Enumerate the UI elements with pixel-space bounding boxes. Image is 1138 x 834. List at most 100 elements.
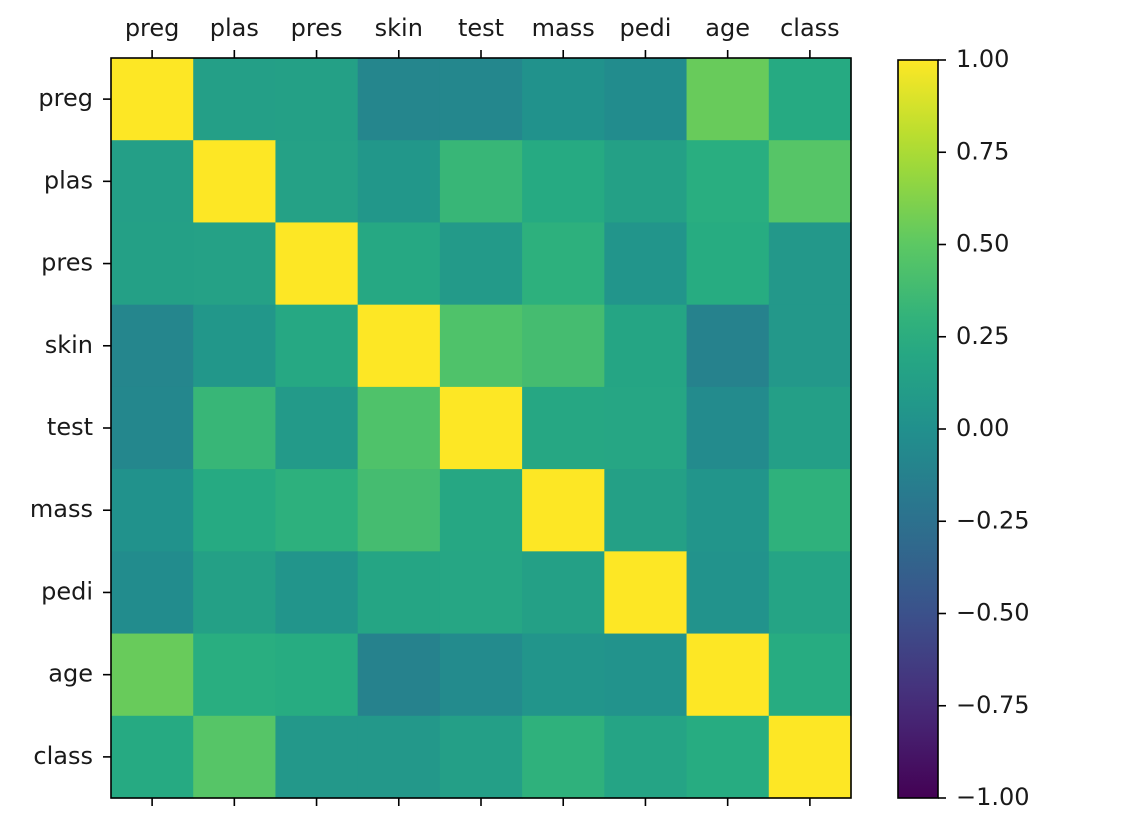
heatmap-cell-plas-class [768,140,852,224]
heatmap-cell-pedi-age [686,551,770,635]
heatmap-cell-class-plas [193,715,277,799]
heatmap-cell-plas-pedi [604,140,688,224]
heatmap-cell-class-class [768,715,852,799]
heatmap-cell-age-plas [193,633,277,717]
heatmap-cell-preg-test [439,58,523,141]
heatmap-cell-plas-pres [275,140,359,224]
heatmap-cell-mass-test [439,469,523,552]
colorbar-tick-label: 1.00 [956,45,1009,73]
x-axis-ticks: preg plas pres skin test mass pedi age class [125,14,840,806]
heatmap-cell-mass-pres [275,469,359,552]
heatmap-cell-pres-mass [522,222,605,306]
colorbar-tick-label: 0.25 [956,322,1009,350]
heatmap-cell-age-mass [522,633,605,717]
heatmap-cell-preg-mass [522,58,605,141]
heatmap-cell-mass-skin [357,469,441,552]
heatmap-cell-test-mass [522,386,605,470]
y-tick-label: age [48,660,93,688]
x-tick-label: pedi [619,14,671,42]
heatmap-cell-preg-pedi [604,58,688,141]
heatmap-cell-test-pedi [604,386,688,470]
heatmap-cell-plas-preg [111,140,194,224]
y-tick-label: pres [41,249,93,277]
heatmap-cell-preg-preg [111,58,194,141]
heatmap-cell-mass-mass [522,469,605,552]
heatmap-cell-skin-pedi [604,304,688,388]
heatmap-cell-pedi-plas [193,551,277,635]
heatmap-cell-mass-plas [193,469,277,552]
heatmap-cell-skin-pres [275,304,359,388]
y-tick-label: mass [30,495,93,523]
heatmap-cell-age-pedi [604,633,688,717]
heatmap-cell-pedi-test [439,551,523,635]
y-tick-label: skin [45,331,93,359]
heatmap-cell-skin-mass [522,304,605,388]
x-tick-label: plas [210,14,259,42]
heatmap-cell-skin-plas [193,304,277,388]
colorbar-tick-label: −1.00 [956,783,1030,811]
heatmap-cell-age-pres [275,633,359,717]
heatmap-cell-class-mass [522,715,605,799]
heatmap-cell-skin-skin [357,304,441,388]
heatmap-cell-test-preg [111,386,194,470]
y-axis-ticks: preg plas pres skin test mass pedi age class [30,84,111,770]
heatmap-cell-test-age [686,386,770,470]
heatmap-cell-plas-age [686,140,770,224]
heatmap-cell-pres-class [768,222,852,306]
heatmap-cell-plas-skin [357,140,441,224]
heatmap-cell-preg-plas [193,58,277,141]
x-tick-label: pres [291,14,343,42]
heatmap-cell-test-skin [357,386,441,470]
heatmap-cell-skin-preg [111,304,194,388]
heatmap-cell-pres-age [686,222,770,306]
colorbar-tick-label: 0.75 [956,137,1009,165]
heatmap-cell-age-test [439,633,523,717]
heatmap-cell-preg-class [768,58,852,141]
colorbar-ticks: 1.00 0.75 0.50 0.25 0.00 −0.25 −0.50 −0.75 −1.00 [938,45,1030,811]
heatmap-cell-class-pres [275,715,359,799]
heatmap-cell-plas-test [439,140,523,224]
heatmap-cell-pres-preg [111,222,194,306]
heatmap-cell-class-pedi [604,715,688,799]
x-tick-label: preg [125,14,180,42]
heatmap-cell-skin-test [439,304,523,388]
heatmap-cell-age-age [686,633,770,717]
y-tick-label: test [47,413,93,441]
heatmap-cell-age-skin [357,633,441,717]
y-tick-label: preg [38,84,93,112]
y-tick-label: plas [44,166,93,194]
heatmap-cell-pedi-pedi [604,551,688,635]
x-tick-label: mass [532,14,595,42]
heatmap-cell-mass-age [686,469,770,552]
heatmap-cell-age-preg [111,633,194,717]
heatmap-cell-skin-age [686,304,770,388]
x-tick-label: age [705,14,750,42]
heatmap-cell-pres-test [439,222,523,306]
heatmap-cells [111,58,852,799]
x-tick-label: test [458,14,504,42]
y-tick-label: class [33,742,93,770]
heatmap-cell-class-test [439,715,523,799]
colorbar [898,60,938,798]
heatmap-cell-preg-age [686,58,770,141]
heatmap-cell-preg-skin [357,58,441,141]
colorbar-tick-label: −0.75 [956,691,1030,719]
heatmap-cell-pres-pedi [604,222,688,306]
heatmap-cell-class-age [686,715,770,799]
colorbar-tick-label: 0.00 [956,414,1009,442]
heatmap-cell-pedi-mass [522,551,605,635]
heatmap-cell-test-class [768,386,852,470]
y-tick-label: pedi [41,577,93,605]
x-tick-label: skin [375,14,423,42]
colorbar-tick-label: −0.50 [956,599,1030,627]
heatmap-cell-pedi-pres [275,551,359,635]
heatmap-cell-pedi-preg [111,551,194,635]
heatmap-cell-preg-pres [275,58,359,141]
colorbar-tick-label: −0.25 [956,506,1030,534]
heatmap-cell-plas-plas [193,140,277,224]
heatmap-cell-skin-class [768,304,852,388]
x-tick-label: class [780,14,840,42]
heatmap-cell-plas-mass [522,140,605,224]
heatmap-cell-class-preg [111,715,194,799]
